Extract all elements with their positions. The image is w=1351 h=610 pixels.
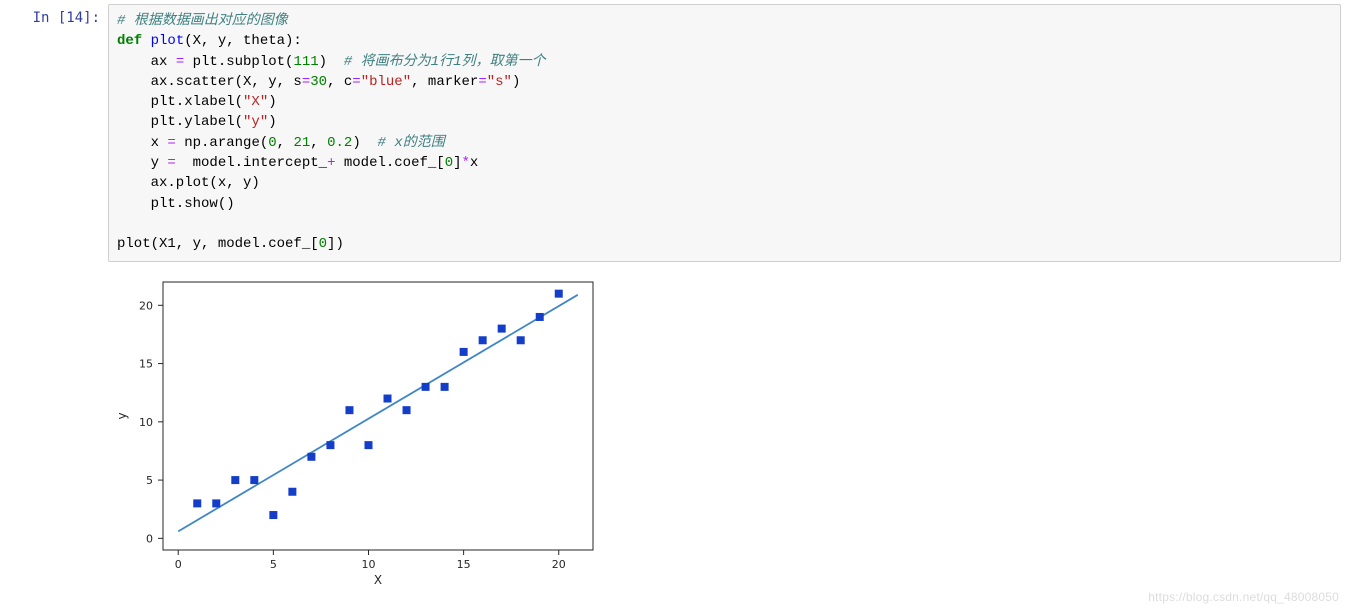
output-area: 0 5 10 15 20 0 5 10 15 20 Xy (108, 262, 1351, 595)
code-input-area[interactable]: # 根据数据画出对应的图像 def plot(X, y, theta): ax … (108, 4, 1341, 262)
svg-text:10: 10 (139, 415, 153, 428)
svg-text:5: 5 (146, 474, 153, 487)
svg-text:5: 5 (270, 558, 277, 571)
code-content[interactable]: # 根据数据画出对应的图像 def plot(X, y, theta): ax … (117, 11, 1332, 255)
svg-text:0: 0 (175, 558, 182, 571)
input-prompt: In [14]: (0, 4, 108, 26)
svg-text:20: 20 (552, 558, 566, 571)
svg-text:10: 10 (361, 558, 375, 571)
svg-text:15: 15 (139, 357, 153, 370)
svg-text:y: y (115, 412, 129, 419)
svg-text:20: 20 (139, 299, 153, 312)
watermark: https://blog.csdn.net/qq_48008050 (1148, 590, 1339, 604)
notebook-cell: In [14]: # 根据数据画出对应的图像 def plot(X, y, th… (0, 0, 1351, 262)
output-chart: 0 5 10 15 20 0 5 10 15 20 Xy (108, 272, 608, 592)
svg-text:X: X (374, 573, 382, 587)
svg-text:15: 15 (457, 558, 471, 571)
svg-text:0: 0 (146, 532, 153, 545)
